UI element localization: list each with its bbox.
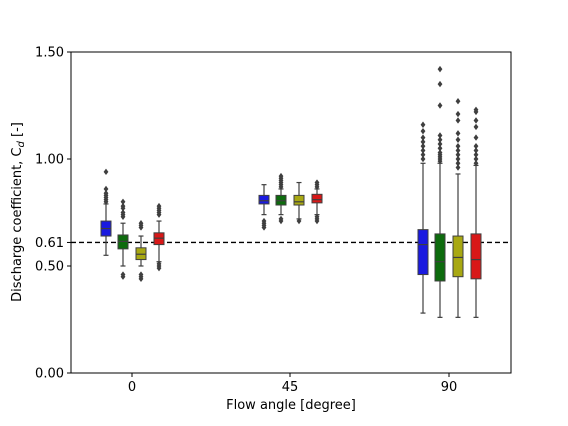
y-tick-label: 1.50 xyxy=(35,46,64,61)
outlier-point xyxy=(455,160,461,167)
outlier-point xyxy=(314,213,320,220)
axes-frame xyxy=(70,51,512,374)
outlier-point xyxy=(420,147,426,154)
outlier-point xyxy=(420,151,426,158)
box xyxy=(258,194,270,205)
y-tick-label: 1.00 xyxy=(35,153,64,168)
outlier-point xyxy=(103,185,109,193)
outlier-point xyxy=(420,134,426,141)
outlier-point xyxy=(120,202,126,210)
y-axis-label-suffix: [-] xyxy=(10,122,25,141)
outlier-point xyxy=(473,155,479,163)
outlier-point xyxy=(120,271,126,278)
box xyxy=(293,194,305,206)
outlier-point xyxy=(437,140,443,148)
outlier-point xyxy=(473,117,479,124)
outlier-point xyxy=(138,271,144,278)
box xyxy=(434,233,446,282)
x-tick-label: 90 xyxy=(441,380,458,395)
outlier-point xyxy=(437,132,443,139)
outlier-point xyxy=(103,168,109,176)
outlier-point xyxy=(473,106,479,113)
box xyxy=(470,233,482,280)
outlier-point xyxy=(437,145,443,152)
outlier-point xyxy=(278,172,284,180)
outlier-point xyxy=(455,155,461,163)
outlier-point xyxy=(103,190,109,197)
outlier-point xyxy=(420,138,426,146)
outlier-point xyxy=(420,155,426,163)
outlier-point xyxy=(473,142,479,150)
outlier-point xyxy=(473,151,479,158)
outlier-point xyxy=(138,220,144,227)
outlier-point xyxy=(455,147,461,154)
y-axis-label-main: Discharge coefficient, C xyxy=(10,147,25,301)
outlier-point xyxy=(437,102,443,109)
outlier-point xyxy=(455,110,461,118)
box xyxy=(311,193,323,204)
outlier-point xyxy=(296,217,302,225)
outlier-point xyxy=(455,142,461,150)
outlier-point xyxy=(455,164,461,171)
plot-area: 0.00 0.50 0.61 1.00 1.50 0 45 90 xyxy=(35,46,512,395)
x-tick-label: 0 xyxy=(128,380,136,395)
outlier-point xyxy=(420,142,426,150)
y-tick-label: 0.50 xyxy=(35,260,64,275)
x-tick-label: 45 xyxy=(282,380,299,395)
outlier-point xyxy=(473,147,479,154)
outlier-point xyxy=(437,80,443,88)
outlier-point xyxy=(261,217,267,225)
y-axis-label-subscript: d xyxy=(16,140,27,147)
outlier-point xyxy=(120,198,126,205)
y-tick-label: 0.00 xyxy=(35,367,64,382)
y-axis-label: Discharge coefficient, Cd [-] xyxy=(10,122,27,302)
outlier-point xyxy=(473,160,479,167)
outlier-point xyxy=(455,117,461,124)
outlier-point xyxy=(314,179,320,186)
outlier-point xyxy=(455,151,461,158)
outlier-point xyxy=(455,130,461,137)
outlier-point xyxy=(437,65,443,73)
y-tick-label: 0.61 xyxy=(35,236,64,251)
outlier-point xyxy=(420,121,426,128)
outlier-point xyxy=(120,209,126,216)
outlier-point xyxy=(473,134,479,141)
box xyxy=(452,235,464,278)
outlier-point xyxy=(278,215,284,223)
outlier-point xyxy=(455,136,461,143)
outlier-point xyxy=(455,98,461,105)
box xyxy=(417,229,429,276)
outlier-point xyxy=(156,260,162,268)
x-axis-label: Flow angle [degree] xyxy=(226,398,356,413)
outlier-point xyxy=(437,149,443,156)
outlier-point xyxy=(156,202,162,210)
outlier-point xyxy=(420,127,426,135)
outlier-point xyxy=(437,136,443,143)
outlier-point xyxy=(473,123,479,131)
